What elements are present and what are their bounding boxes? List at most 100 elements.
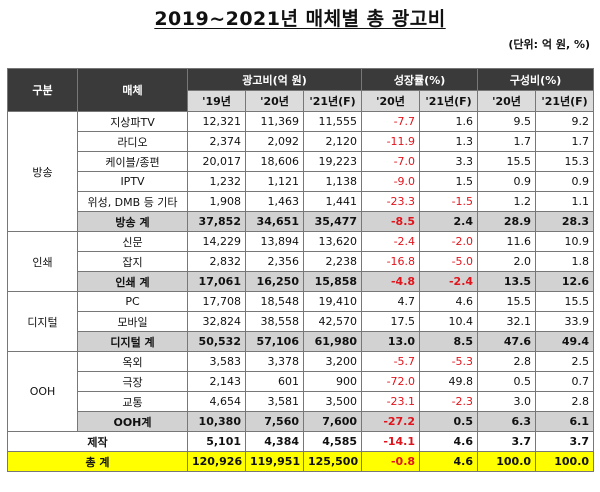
value-cell: 28.9 bbox=[477, 211, 537, 232]
value-cell: 4,384 bbox=[245, 431, 304, 452]
value-cell: 1,138 bbox=[302, 171, 363, 192]
value-cell: 2.4 bbox=[419, 211, 479, 232]
media-label: PC bbox=[77, 291, 188, 312]
value-cell: 49.4 bbox=[535, 331, 595, 352]
value-cell: -2.4 bbox=[419, 271, 479, 292]
value-cell: -5.7 bbox=[361, 351, 421, 372]
value-cell: 0.5 bbox=[477, 371, 537, 392]
table-row: 케이블/종편 20,017 18,606 19,223 -7.0 3.3 15.5 15.3 bbox=[8, 151, 595, 172]
table-row: 극장 2,143 601 900 -72.0 49.8 0.5 0.7 bbox=[8, 371, 595, 392]
production-label: 제작 bbox=[7, 431, 188, 452]
value-cell: 15.5 bbox=[477, 151, 537, 172]
value-cell: 50,532 bbox=[187, 331, 246, 352]
value-cell: -72.0 bbox=[361, 371, 421, 392]
value-cell: 6.1 bbox=[535, 411, 595, 432]
value-cell: 1.5 bbox=[419, 171, 479, 192]
value-cell: -23.3 bbox=[361, 191, 421, 212]
value-cell: 1,232 bbox=[187, 171, 246, 192]
value-cell: 32,824 bbox=[187, 311, 246, 332]
value-cell: 2.8 bbox=[477, 351, 537, 372]
table-row: 교통 4,654 3,581 3,500 -23.1 -2.3 3.0 2.8 bbox=[8, 391, 595, 412]
subtotal-row: OOH계 10,380 7,560 7,600 -27.2 0.5 6.3 6.1 bbox=[8, 411, 595, 432]
value-cell: -1.5 bbox=[419, 191, 479, 212]
value-cell: 10.4 bbox=[419, 311, 479, 332]
category-label: 디지털 bbox=[7, 291, 78, 352]
media-label: IPTV bbox=[77, 171, 188, 192]
value-cell: 33.9 bbox=[535, 311, 595, 332]
table-row: 방송 지상파TV 12,321 11,369 11,555 -7.7 1.6 9.5 9.2 bbox=[7, 111, 595, 232]
header-share-20: '20년 bbox=[477, 90, 537, 112]
value-cell: -5.3 bbox=[419, 351, 479, 372]
value-cell: 15,858 bbox=[302, 271, 363, 292]
table-body: 방송 지상파TV 12,321 11,369 11,555 -7.7 1.6 9.5 9.2 라디… bbox=[7, 111, 595, 472]
value-cell: 37,852 bbox=[187, 211, 246, 232]
header-category: 구분 bbox=[7, 68, 78, 112]
value-cell: 14,229 bbox=[187, 231, 246, 252]
value-cell: 34,651 bbox=[245, 211, 304, 232]
category-label: 방송 bbox=[7, 111, 78, 232]
value-cell: 125,500 bbox=[302, 451, 363, 472]
value-cell: 28.3 bbox=[535, 211, 595, 232]
value-cell: -8.5 bbox=[361, 211, 421, 232]
media-label: 잡지 bbox=[77, 251, 188, 272]
subtotal-label: 디지털 계 bbox=[77, 331, 188, 352]
value-cell: 1,441 bbox=[302, 191, 363, 212]
value-cell: 10.9 bbox=[535, 231, 595, 252]
value-cell: 42,570 bbox=[302, 311, 363, 332]
value-cell: -5.0 bbox=[419, 251, 479, 272]
value-cell: 9.5 bbox=[477, 111, 537, 132]
value-cell: 11,369 bbox=[245, 111, 304, 132]
value-cell: 32.1 bbox=[477, 311, 537, 332]
table-row: 잡지 2,832 2,356 2,238 -16.8 -5.0 2.0 1.8 bbox=[8, 251, 595, 272]
table-row: 인쇄 신문 14,229 13,894 13,620 -2.4 -2.0 11.6 10.9 bbox=[7, 231, 595, 292]
value-cell: 15.5 bbox=[477, 291, 537, 312]
value-cell: 15.3 bbox=[535, 151, 595, 172]
category-label: OOH bbox=[7, 351, 78, 432]
value-cell: 17.5 bbox=[361, 311, 421, 332]
value-cell: 0.9 bbox=[535, 171, 595, 192]
table-row: IPTV 1,232 1,121 1,138 -9.0 1.5 0.9 0.9 bbox=[8, 171, 595, 192]
header-share-21f: '21년(F) bbox=[535, 90, 595, 112]
value-cell: -0.8 bbox=[361, 451, 421, 472]
value-cell: 9.2 bbox=[535, 111, 595, 132]
subtotal-label: OOH계 bbox=[77, 411, 188, 432]
table-row: 디지털 PC 17,708 18,548 19,410 4.7 4.6 15.5 15.5 bbox=[7, 291, 595, 352]
value-cell: 4.6 bbox=[419, 431, 479, 452]
media-label: 지상파TV bbox=[77, 111, 188, 132]
page-title: 2019~2021년 매체별 총 광고비 bbox=[154, 8, 446, 30]
value-cell: 38,558 bbox=[245, 311, 304, 332]
value-cell: 7,560 bbox=[245, 411, 304, 432]
value-cell: 0.7 bbox=[535, 371, 595, 392]
value-cell: 47.6 bbox=[477, 331, 537, 352]
subtotal-row: 디지털 계 50,532 57,106 61,980 13.0 8.5 47.6 49.4 bbox=[8, 331, 595, 352]
media-label: 모바일 bbox=[77, 311, 188, 332]
value-cell: -4.8 bbox=[361, 271, 421, 292]
value-cell: 57,106 bbox=[245, 331, 304, 352]
value-cell: -9.0 bbox=[361, 171, 421, 192]
value-cell: 61,980 bbox=[302, 331, 363, 352]
value-cell: 3,378 bbox=[245, 351, 304, 372]
value-cell: 1.7 bbox=[477, 131, 537, 152]
value-cell: 1,908 bbox=[187, 191, 246, 212]
media-label: 교통 bbox=[77, 391, 188, 412]
value-cell: 100.0 bbox=[477, 451, 537, 472]
value-cell: 2,238 bbox=[302, 251, 363, 272]
value-cell: 1.1 bbox=[535, 191, 595, 212]
value-cell: 3,581 bbox=[245, 391, 304, 412]
value-cell: 3.0 bbox=[477, 391, 537, 412]
value-cell: 11.6 bbox=[477, 231, 537, 252]
value-cell: 18,606 bbox=[245, 151, 304, 172]
value-cell: 12,321 bbox=[187, 111, 246, 132]
subtotal-row: 인쇄 계 17,061 16,250 15,858 -4.8 -2.4 13.5 12.6 bbox=[8, 271, 595, 292]
value-cell: 2,374 bbox=[187, 131, 246, 152]
value-cell: 7,600 bbox=[302, 411, 363, 432]
value-cell: 3,200 bbox=[302, 351, 363, 372]
value-cell: 1,463 bbox=[245, 191, 304, 212]
value-cell: -2.4 bbox=[361, 231, 421, 252]
value-cell: 0.9 bbox=[477, 171, 537, 192]
value-cell: -2.3 bbox=[419, 391, 479, 412]
value-cell: 6.3 bbox=[477, 411, 537, 432]
value-cell: -11.9 bbox=[361, 131, 421, 152]
value-cell: 19,223 bbox=[302, 151, 363, 172]
value-cell: 35,477 bbox=[302, 211, 363, 232]
